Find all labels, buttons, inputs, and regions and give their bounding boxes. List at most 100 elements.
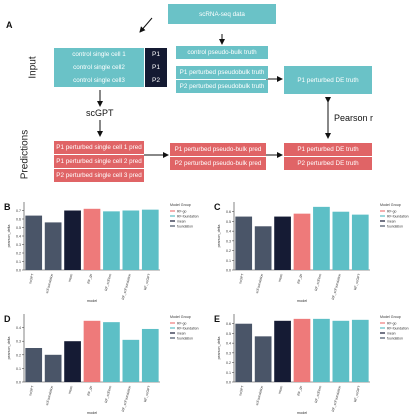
bar-RF_scElmo [103,211,120,270]
x-tick-label: scGPT [28,385,35,396]
y-tick-label: 0.1 [226,259,231,263]
x-tick-label: scGPT [238,385,245,396]
legend-entry: RF-go [177,321,187,325]
y-tick-label: 0.2 [16,252,21,256]
x-tick-label: RF_scFoundation [331,385,342,412]
y-tick-label: 0.6 [16,218,21,222]
x-tick-label: RF_scGPT [143,273,151,290]
x-tick-label: RF_go [296,273,303,284]
bar-RF_scElmo [313,206,330,270]
control-cell-3: control single cell3 [54,74,144,87]
y-tick-label: 0.3 [226,351,231,355]
p-badge-2: P1 [145,61,167,74]
pred-cell-2: P1 perturbed single cell 2 pred [54,155,144,168]
legend-entry: mean [177,331,186,335]
bar-scFoundation [44,222,62,270]
legend-entry: RF-foundation [177,214,199,218]
x-tick-label: RF_go [86,273,93,284]
section-predictions-label: Predictions [19,129,31,180]
x-tick-label: mean [277,385,283,394]
bar-RF_scElmo [313,318,330,382]
arrow-data-to-controls [139,17,153,33]
legend-entry: foundation [387,224,403,228]
x-axis-label: model [87,411,97,415]
x-tick-label: RF_scGPT [353,273,361,290]
y-tick-label: 0.4 [16,235,21,239]
legend-title: Model Group [170,203,191,207]
x-tick-label: RF_scGPT [353,385,361,402]
bar-RF_go [293,318,311,382]
bar-scGPT [235,323,253,382]
p1-pseudobulk-truth: P1 perturbed pseudobulk truth [176,66,268,79]
legend-entry: mean [177,219,186,223]
panel-label: C [214,202,221,212]
legend-entry: RF-go [387,209,397,213]
y-tick-label: 0.6 [226,210,231,214]
y-tick-label: 0.0 [226,269,231,273]
section-input-label: Input [27,56,39,79]
control-cell-1: control single cell 1 [54,48,144,61]
p2-pseudobulk-pred: P2 perturbed pseudo-bulk pred [170,157,266,170]
x-tick-label: scFoundation [45,273,54,294]
x-tick-label: RF_scElmo [104,385,112,403]
panel-label: B [4,202,11,212]
bar-scGPT [235,216,253,270]
p-badge-3: P2 [145,74,167,87]
x-tick-label: RF_scElmo [104,273,112,291]
p-badge-1: P1 [145,48,167,61]
metric-label: Pearson r [334,113,374,123]
legend-entry: RF-foundation [177,326,199,330]
y-tick-label: 0.2 [226,249,231,253]
bar-mean [64,341,81,382]
legend-entry: RF-foundation [387,214,409,218]
bar-RF_scFoundation [332,211,350,270]
scrna-data-box: scRNA-seq data [168,4,276,24]
bar-chart-c: C 0.0 0.1 0.2 0.3 0.4 0.5 0.6 pearson_delta scGPT… [214,202,409,303]
bar-RF_scFoundation [332,320,350,382]
pred-cell-3: P2 perturbed single cell 3 pred [54,169,144,182]
pred-cell-1: P1 perturbed single cell 1 pred [54,141,144,154]
model-name-label: scGPT [86,108,114,118]
p2-de-truth: P2 perturbed DE truth [284,157,372,170]
p1-pseudobulk-pred: P1 perturbed pseudo-bulk pred [170,143,266,156]
legend-entry: mean [387,331,396,335]
p2-pseudobulk-truth: P2 perturbed pseudobulk truth [176,80,268,93]
x-tick-label: scFoundation [45,385,54,406]
y-tick-label: 0.2 [16,353,21,357]
legend-entry: RF-foundation [387,326,409,330]
legend-title: Model Group [380,315,401,319]
legend-title: Model Group [170,315,191,319]
y-tick-label: 0.1 [16,367,21,371]
legend-entry: RF-go [177,209,187,213]
x-tick-label: RF_scFoundation [121,385,132,412]
x-tick-label: RF_go [86,385,93,396]
legend-entry: mean [387,219,396,223]
x-tick-label: RF_scElmo [314,273,322,291]
y-axis-label: pearson_delta [217,225,221,248]
bar-chart-d: D 0.0 0.1 0.2 0.3 0.4 pearson_delta scGPT scFoun… [4,314,199,415]
bar-RF_go [83,208,101,270]
x-tick-label: mean [67,385,73,394]
x-tick-label: scFoundation [255,385,264,406]
x-tick-label: scGPT [28,273,35,284]
legend-entry: RF-go [387,321,397,325]
y-tick-label: 0.4 [226,342,231,346]
bar-RF_scFoundation [122,210,140,270]
workflow-arrows [97,17,331,158]
p1-de-truth-bottom: P1 perturbed DE truth [284,143,372,156]
panel-label: E [214,314,220,324]
y-tick-label: 0.3 [16,243,21,247]
y-tick-label: 0.5 [226,220,231,224]
y-axis-label: pearson_delta [7,225,11,248]
x-tick-label: RF_scElmo [314,385,322,403]
x-axis-label: model [297,411,307,415]
x-axis-label: model [297,299,307,303]
panel-label: D [4,314,11,324]
y-tick-label: 0.1 [16,260,21,264]
y-tick-label: 0.1 [226,371,231,375]
bar-mean [274,216,291,270]
y-tick-label: 0.0 [226,381,231,385]
bar-scGPT [25,215,43,270]
bar-chart-b: B 0.0 0.1 0.2 0.3 0.4 0.5 0.6 0.7 pearson_deltasc… [4,202,199,303]
bar-scFoundation [44,354,62,382]
